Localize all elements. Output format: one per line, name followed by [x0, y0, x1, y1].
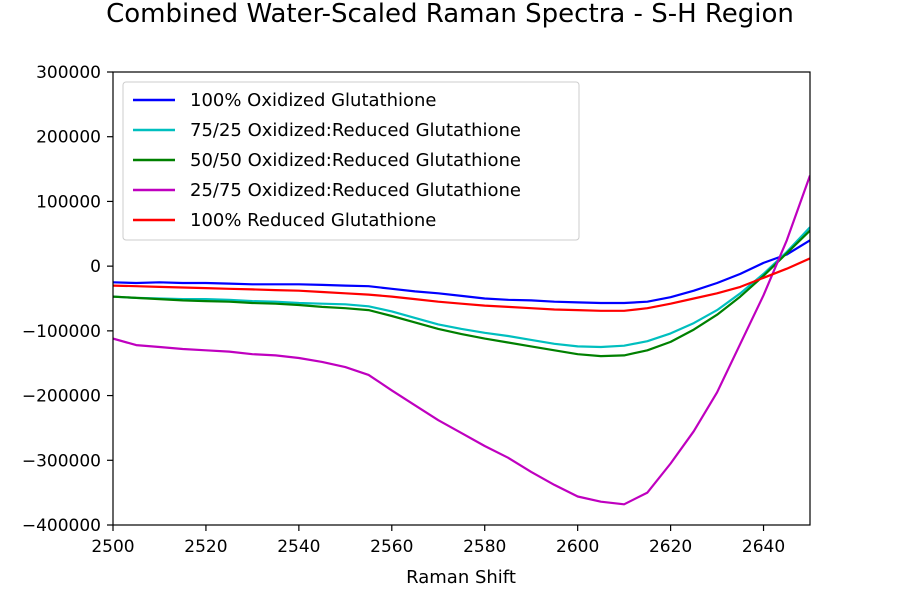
- series-layer: [113, 175, 810, 506]
- y-tick-label: 0: [90, 257, 101, 277]
- x-tick-label: 2500: [91, 537, 134, 557]
- y-tick-label: −400000: [22, 516, 101, 536]
- series-line-1: [113, 239, 810, 305]
- x-tick-label: 2580: [463, 537, 506, 557]
- chart-title: Combined Water-Scaled Raman Spectra - S-…: [106, 0, 794, 29]
- legend-label: 100% Reduced Glutathione: [190, 210, 436, 231]
- y-tick-label: 100000: [36, 192, 101, 212]
- x-axis-label: Raman Shift: [406, 567, 516, 588]
- series-line-3: [113, 229, 810, 358]
- x-tick-label: 2520: [184, 537, 227, 557]
- y-tick-label: 300000: [36, 63, 101, 83]
- x-tick-label: 2560: [370, 537, 413, 557]
- x-tick-label: 2640: [742, 537, 785, 557]
- legend-label: 25/75 Oxidized:Reduced Glutathione: [190, 180, 521, 201]
- y-axis: 300000 200000 100000 0 −100000 −200000 −300000…: [22, 63, 113, 536]
- series-line-2: [113, 226, 810, 349]
- x-tick-label: 2540: [277, 537, 320, 557]
- y-tick-label: −300000: [22, 451, 101, 471]
- legend-label: 75/25 Oxidized:Reduced Glutathione: [190, 120, 521, 141]
- plot-frame: [112, 71, 811, 526]
- legend-box: [122, 81, 580, 241]
- y-tick-label: −200000: [22, 387, 101, 407]
- legend-label: 50/50 Oxidized:Reduced Glutathione: [190, 150, 521, 171]
- legend-label: 100% Oxidized Glutathione: [190, 90, 437, 111]
- series-line-4: [113, 175, 810, 506]
- x-tick-label: 2620: [649, 537, 692, 557]
- plot-area: [112, 71, 811, 526]
- y-tick-label: −100000: [22, 322, 101, 342]
- x-tick-label: 2600: [556, 537, 599, 557]
- x-axis: 2500 2520 2540 2560 2580 2600 2620 2640: [91, 525, 785, 557]
- legend: 100% Oxidized Glutathione 75/25 Oxidized:…: [122, 81, 580, 241]
- series-line-5: [113, 257, 810, 312]
- y-tick-label: 200000: [36, 128, 101, 148]
